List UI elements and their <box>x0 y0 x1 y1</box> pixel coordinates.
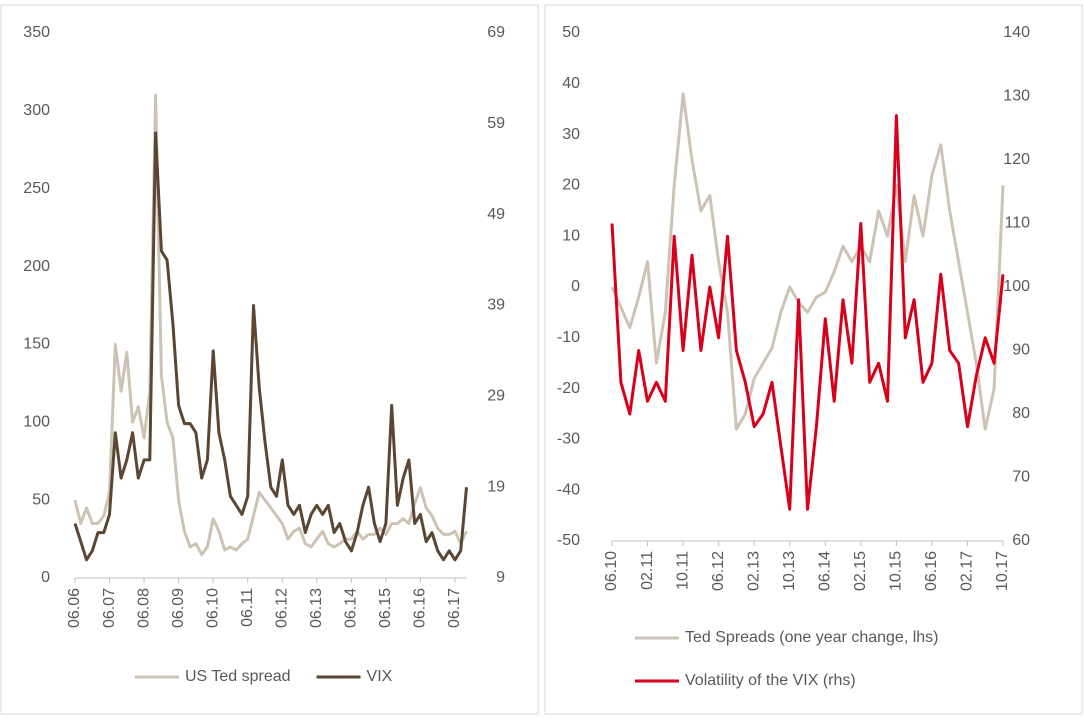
y-tick-label: -10 <box>557 329 580 346</box>
x-tick-label: 02.17 <box>959 551 976 591</box>
x-tick-label: 06.12 <box>273 588 290 628</box>
x-tick-label: 02.15 <box>852 551 869 591</box>
y-tick-label: -50 <box>557 532 580 549</box>
y-tick-label: -20 <box>557 380 580 397</box>
y-tick-label: 40 <box>562 75 580 92</box>
legend-label: Ted Spreads (one year change, lhs) <box>685 629 938 646</box>
y2-tick-label: 49 <box>487 206 505 223</box>
x-tick-label: 06.06 <box>66 588 83 628</box>
y-tick-label: 30 <box>562 126 580 143</box>
x-tick-label: 02.11 <box>639 551 656 590</box>
x-tick-label: 06.16 <box>412 588 429 628</box>
y-tick-label: -30 <box>557 431 580 448</box>
x-tick-label: 06.10 <box>204 588 221 628</box>
x-tick-label: 10.13 <box>781 551 798 591</box>
y2-tick-label: 59 <box>487 115 505 132</box>
y-tick-label: 10 <box>562 227 580 244</box>
y2-tick-label: 130 <box>1003 88 1030 105</box>
y2-tick-label: 9 <box>496 569 505 586</box>
y2-tick-label: 69 <box>487 24 505 41</box>
x-tick-label: 06.08 <box>135 588 152 628</box>
x-tick-label: 06.10 <box>603 551 620 591</box>
y2-tick-label: 70 <box>1012 469 1030 486</box>
x-tick-label: 10.15 <box>888 551 905 591</box>
x-tick-label: 06.07 <box>101 588 118 628</box>
series-line <box>610 114 1005 511</box>
y-tick-label: 300 <box>23 102 50 119</box>
y2-tick-label: 90 <box>1012 342 1030 359</box>
legend-label: US Ted spread <box>185 668 291 685</box>
y-tick-label: 200 <box>23 258 50 275</box>
x-tick-label: 06.16 <box>923 551 940 591</box>
x-tick-label: 06.11 <box>239 588 256 627</box>
legend-label: VIX <box>367 668 393 685</box>
y2-tick-label: 60 <box>1012 532 1030 549</box>
y-tick-label: 250 <box>23 180 50 197</box>
y2-tick-label: 140 <box>1003 24 1030 41</box>
y-tick-label: 150 <box>23 336 50 353</box>
x-tick-label: 02.13 <box>745 551 762 591</box>
x-tick-label: 06.15 <box>377 588 394 628</box>
x-tick-label: 06.09 <box>170 588 187 628</box>
y2-tick-label: 100 <box>1003 278 1030 295</box>
x-tick-label: 06.17 <box>446 588 463 628</box>
y2-tick-label: 29 <box>487 388 505 405</box>
x-tick-label: 10.11 <box>674 551 691 590</box>
y-tick-label: 350 <box>23 24 50 41</box>
y-tick-label: 50 <box>32 491 50 508</box>
x-tick-label: 06.14 <box>816 551 833 591</box>
y-tick-label: 100 <box>23 414 50 431</box>
series-line <box>73 93 468 557</box>
y-tick-label: 20 <box>562 177 580 194</box>
series-line <box>610 92 1005 431</box>
y2-tick-label: 19 <box>487 478 505 495</box>
panel-border <box>0 4 539 715</box>
x-tick-label: 06.12 <box>710 551 727 591</box>
x-tick-label: 10.17 <box>994 551 1011 591</box>
y-tick-label: 0 <box>571 278 580 295</box>
y-tick-label: 50 <box>562 24 580 41</box>
y2-tick-label: 39 <box>487 297 505 314</box>
y2-tick-label: 110 <box>1004 215 1030 232</box>
x-tick-label: 06.14 <box>343 588 360 628</box>
y2-tick-label: 80 <box>1012 405 1030 422</box>
y-tick-label: -40 <box>557 481 580 498</box>
y-tick-label: 0 <box>41 569 50 586</box>
panel-border <box>544 4 1083 715</box>
legend-label: Volatility of the VIX (rhs) <box>685 672 856 689</box>
y2-tick-label: 120 <box>1003 151 1030 168</box>
series-line <box>73 131 468 562</box>
x-tick-label: 06.13 <box>308 588 325 628</box>
